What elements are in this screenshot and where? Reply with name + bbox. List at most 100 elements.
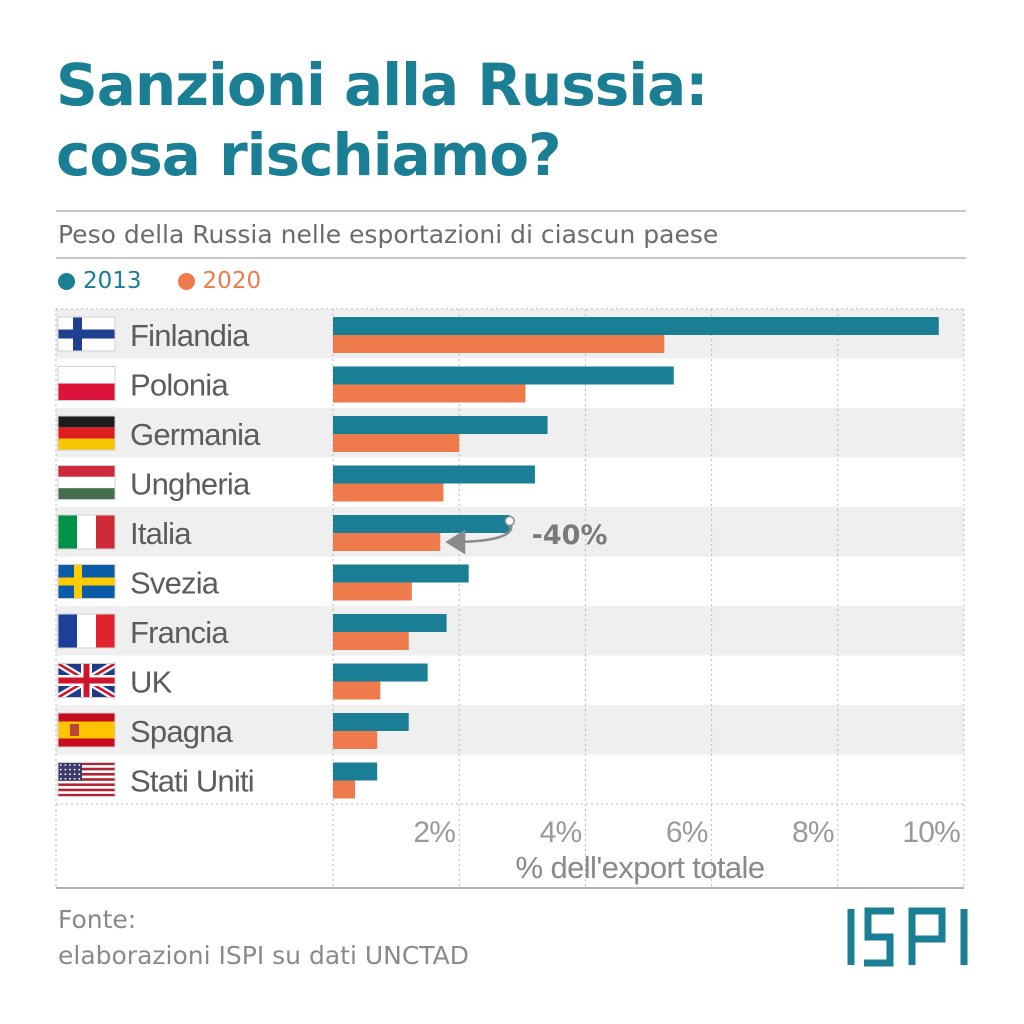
- sweden-flag: [57, 564, 116, 599]
- subtitle-divider: [56, 257, 966, 259]
- finland-flag: [57, 316, 116, 352]
- flag-cross-h-red: [58, 677, 115, 684]
- flag-border: [57, 316, 116, 352]
- flag-border: [57, 366, 116, 401]
- poland-flag: [57, 366, 116, 401]
- flag-top: [58, 366, 115, 384]
- flag-star: [59, 768, 62, 771]
- flag-star: [59, 777, 62, 780]
- flag-green: [58, 488, 115, 500]
- legend-item-2020: 2020: [177, 268, 262, 294]
- flag-canton: [58, 762, 82, 781]
- bar-2013-finlandia: [333, 317, 939, 335]
- source-label: Fonte:: [58, 905, 137, 934]
- bar-2020-italia: [333, 533, 441, 551]
- x-tick-3: 8%: [792, 816, 834, 849]
- bar-2020-francia: [333, 632, 409, 650]
- flag-cross-h: [58, 329, 115, 339]
- flag-bottom: [58, 738, 115, 747]
- flag-border: [57, 613, 116, 649]
- legend-label-2020: 2020: [202, 268, 262, 294]
- chart-title: Sanzioni alla Russia: cosa rischiamo?: [56, 50, 976, 190]
- flag-stripe-11: [58, 791, 115, 795]
- flag-stripe-0: [58, 762, 115, 766]
- flag-emblem: [70, 724, 79, 736]
- flag-red: [96, 515, 115, 549]
- row-band-francia: [56, 606, 964, 656]
- category-label-stati-uniti: Stati Uniti: [130, 764, 254, 799]
- flag-border: [57, 514, 116, 550]
- flag-border: [57, 712, 116, 748]
- bar-2013-italia: [333, 515, 510, 533]
- italy-flag: [57, 514, 116, 550]
- bar-2020-uk: [333, 681, 381, 700]
- ispi-logo: [847, 907, 968, 967]
- bar-2013-francia: [333, 614, 447, 632]
- flag-red: [58, 427, 115, 439]
- flag-star: [59, 773, 62, 776]
- flag-star: [69, 764, 71, 766]
- flag-star: [78, 777, 81, 780]
- hungary-flag: [57, 465, 116, 500]
- category-label-polonia: Polonia: [130, 368, 229, 403]
- flag-stripe-1: [58, 765, 115, 769]
- bar-2020-germania: [333, 434, 460, 452]
- flag-star: [73, 777, 76, 780]
- flag-star: [69, 773, 71, 776]
- flag-star: [64, 773, 67, 776]
- flag-green: [58, 515, 77, 549]
- flag-border: [57, 415, 116, 451]
- france-flag: [57, 613, 116, 649]
- bar-2020-svezia: [333, 582, 412, 601]
- germany-flag: [57, 415, 116, 451]
- x-tick-1: 4%: [540, 816, 582, 849]
- flag-stripe-7: [58, 780, 115, 784]
- flag-border: [57, 564, 116, 599]
- flag-stripe-5: [58, 775, 115, 779]
- source-text: elaborazioni ISPI su dati UNCTAD: [58, 941, 469, 970]
- legend: 2013 2020: [58, 268, 261, 294]
- bar-2013-polonia: [333, 366, 674, 385]
- flag-border: [57, 465, 116, 500]
- flag-middle: [58, 721, 115, 739]
- category-label-uk: UK: [130, 665, 173, 700]
- flag-red: [58, 465, 115, 477]
- category-label-svezia: Svezia: [130, 566, 220, 601]
- flag-white: [77, 515, 96, 549]
- flag-star: [59, 764, 62, 766]
- flag-star: [73, 764, 76, 766]
- legend-dot-2013: [58, 272, 75, 290]
- title-line-2: cosa rischiamo?: [56, 121, 562, 189]
- bar-2020-finlandia: [333, 335, 665, 353]
- flag-star: [69, 768, 71, 771]
- flag-stripe-3: [58, 770, 115, 774]
- bar-chart: Finlandia Polonia Germania Ungheria Italia Sv…: [55, 308, 965, 889]
- bar-2013-uk: [333, 663, 428, 682]
- bar-2020-stati-uniti: [333, 780, 356, 799]
- flag-stripe-9: [58, 786, 115, 789]
- flag-stripe-8: [58, 783, 115, 787]
- category-label-finlandia: Finlandia: [130, 318, 250, 353]
- row-band-spagna: [56, 705, 964, 755]
- bar-2013-spagna: [333, 713, 409, 731]
- annotation-arrow: [445, 521, 513, 555]
- flag-stripe-12: [58, 793, 115, 797]
- bar-2020-ungheria: [333, 483, 444, 502]
- flag-star: [78, 773, 81, 776]
- category-label-francia: Francia: [130, 615, 229, 650]
- chart-subtitle: Peso della Russia nelle esportazioni di …: [58, 220, 719, 249]
- bar-2013-germania: [333, 416, 548, 434]
- legend-label-2013: 2013: [83, 268, 142, 294]
- category-label-germania: Germania: [130, 417, 261, 452]
- x-tick-4: 10%: [902, 816, 960, 849]
- category-label-italia: Italia: [130, 516, 192, 551]
- flag-bottom: [58, 383, 115, 401]
- category-label-spagna: Spagna: [130, 714, 234, 749]
- flag-star: [64, 764, 67, 766]
- annotation-start-dot: [504, 515, 515, 527]
- bar-2020-polonia: [333, 384, 526, 403]
- usa-flag: [57, 762, 116, 797]
- uk-flag: [56, 660, 117, 701]
- flag-star: [64, 777, 67, 780]
- flag-cross-h: [58, 577, 115, 586]
